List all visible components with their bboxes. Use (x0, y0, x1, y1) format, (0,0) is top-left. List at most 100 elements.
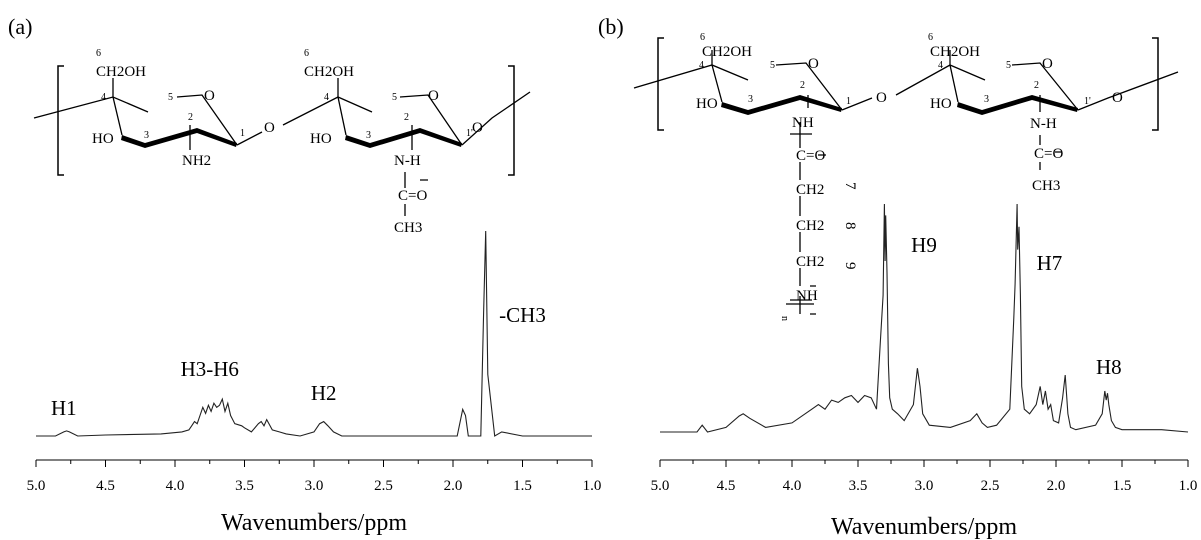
side-chain-label-0: C=O (796, 148, 825, 164)
struct-a-label-17: O (472, 120, 483, 136)
struct-b-label-5: HO (696, 96, 718, 112)
acetyl-bonds (404, 172, 428, 216)
struct-a-label-6: 3 (144, 130, 149, 141)
struct-a-label-11: 6 (304, 48, 309, 59)
struct-a-label-8: 1 (240, 128, 245, 139)
peak-annotation: H9 (911, 233, 937, 257)
struct-a-label-7: 2 (188, 112, 193, 123)
spectrum-line (36, 230, 592, 437)
x-tick-label: 4.0 (783, 478, 802, 494)
chitosan-structure: 6 CH2OH 4 5 O HO 3 2 1 NH2 O 6 CH2OH 4 5… (33, 48, 531, 236)
struct-a-label-1: CH2OH (96, 64, 146, 80)
x-tick-label: 4.5 (717, 478, 736, 494)
struct-b-label-8: 1 (846, 96, 851, 107)
struct-a-label-5: HO (92, 131, 114, 147)
ring-b1-bonds (633, 62, 873, 111)
side-chain-number-8: 8 (842, 222, 858, 230)
struct-a-label-2: 4 (101, 92, 106, 103)
struct-b-label-12: CH2OH (930, 44, 980, 60)
x-tick-label: 1.5 (513, 478, 532, 494)
struct-a-label-9: NH2 (182, 153, 211, 169)
x-tick-label: 1.0 (1179, 478, 1198, 494)
struct-a-label-23: CH3 (394, 220, 422, 236)
struct-b-label-15: O (1042, 56, 1053, 72)
struct-a-label-4: O (204, 88, 215, 104)
struct-b-label-4: O (808, 56, 819, 72)
x-tick-label: 2.5 (374, 478, 393, 494)
x-tick-label: 2.0 (444, 478, 463, 494)
ring-2-bold-edge (345, 128, 462, 148)
struct-b-label-19: 3 (984, 94, 989, 105)
nmr-spectrum-b: 5.0 4.5 4.0 3.5 3.0 2.5 2.0 1.5 1.0 Wavenumbers/p… (651, 203, 1198, 540)
side-chain-label-3: CH2 (796, 254, 824, 270)
peak-annotation: H3-H6 (181, 357, 239, 381)
side-chain-label-4: NH (796, 288, 818, 304)
x-tick-label: 5.0 (651, 478, 670, 494)
x-tick-label: 4.0 (166, 478, 185, 494)
side-chain-label-1: CH2 (796, 182, 824, 198)
x-tick-label: 4.5 (96, 478, 115, 494)
struct-a-label-21: N-H (394, 153, 421, 169)
struct-b-label-11: 6 (928, 32, 933, 43)
struct-a-label-16: 1' (466, 128, 473, 139)
bracket-left (57, 65, 64, 176)
bracket-right (508, 65, 515, 176)
struct-a-label-14: 5 (392, 92, 397, 103)
x-tick-label: 5.0 (27, 478, 46, 494)
x-tick-label: 2.0 (1047, 478, 1066, 494)
x-tick-label: 3.0 (305, 478, 324, 494)
side-chain-label-2: CH2 (796, 218, 824, 234)
nmr-spectrum-a: 5.0 4.5 4.0 3.5 3.0 2.5 2.0 1.5 1.0 Wavenumbers/p… (27, 230, 602, 536)
panel-b-label: (b) (598, 14, 624, 39)
acetyl-bonds-b (1039, 135, 1062, 170)
ring-1-bold-edge (121, 128, 237, 148)
x-tick-label: 3.5 (849, 478, 868, 494)
struct-b-label-10: O (876, 90, 887, 106)
struct-b-label-14: 5 (1006, 60, 1011, 71)
struct-a-label-12: CH2OH (304, 64, 354, 80)
side-chain-label-5: n (779, 316, 790, 321)
struct-b-label-20: 2 (1034, 80, 1039, 91)
x-axis-title: Wavenumbers/ppm (221, 510, 407, 536)
side-chain-bracket (790, 133, 812, 301)
struct-a-label-19: 3 (366, 130, 371, 141)
side-chain-bonds (786, 122, 826, 315)
struct-a-label-15: O (428, 88, 439, 104)
peak-annotation: -CH3 (499, 303, 546, 327)
struct-a-label-0: 6 (96, 48, 101, 59)
struct-b-label-9: NH (792, 115, 814, 131)
struct-a-label-3: 5 (168, 92, 173, 103)
peak-annotation: H8 (1096, 355, 1122, 379)
struct-a-label-13: 4 (324, 92, 329, 103)
x-tick-label: 3.5 (235, 478, 254, 494)
side-chain-number-9: 9 (842, 262, 858, 270)
bracket-left-b (657, 37, 664, 131)
struct-b-label-17: O (1112, 90, 1123, 106)
x-tick-label: 3.0 (915, 478, 934, 494)
x-tick-label: 2.5 (981, 478, 1000, 494)
peak-annotation: H7 (1037, 251, 1063, 275)
struct-b-label-21: N-H (1030, 116, 1057, 132)
peak-annotation: H1 (51, 396, 77, 420)
x-tick-label: 1.0 (583, 478, 602, 494)
peak-annotation: H2 (311, 381, 337, 405)
struct-a-label-10: O (264, 120, 275, 136)
side-chain-number-7: 7 (842, 182, 858, 190)
struct-b-label-7: 2 (800, 80, 805, 91)
struct-b-label-0: 6 (700, 32, 705, 43)
x-tick-label: 1.5 (1113, 478, 1132, 494)
struct-b-label-3: 5 (770, 60, 775, 71)
struct-b-label-16: 1' (1084, 96, 1091, 107)
struct-b-label-1: CH2OH (702, 44, 752, 60)
x-axis-title: Wavenumbers/ppm (831, 514, 1017, 540)
struct-b-label-6: 3 (748, 94, 753, 105)
struct-b-label-22: C=O (1034, 146, 1063, 162)
chitosan-derivative-structure: 6 CH2OH 4 5 O HO 3 2 1 NH O 6 CH2OH 4 5 … (633, 32, 1179, 321)
struct-a-label-18: HO (310, 131, 332, 147)
ring-b1-bold-edge (721, 95, 842, 115)
struct-b-label-2: 4 (699, 60, 704, 71)
struct-b-label-13: 4 (938, 60, 943, 71)
panel-a-label: (a) (8, 14, 32, 39)
struct-a-label-20: 2 (404, 112, 409, 123)
